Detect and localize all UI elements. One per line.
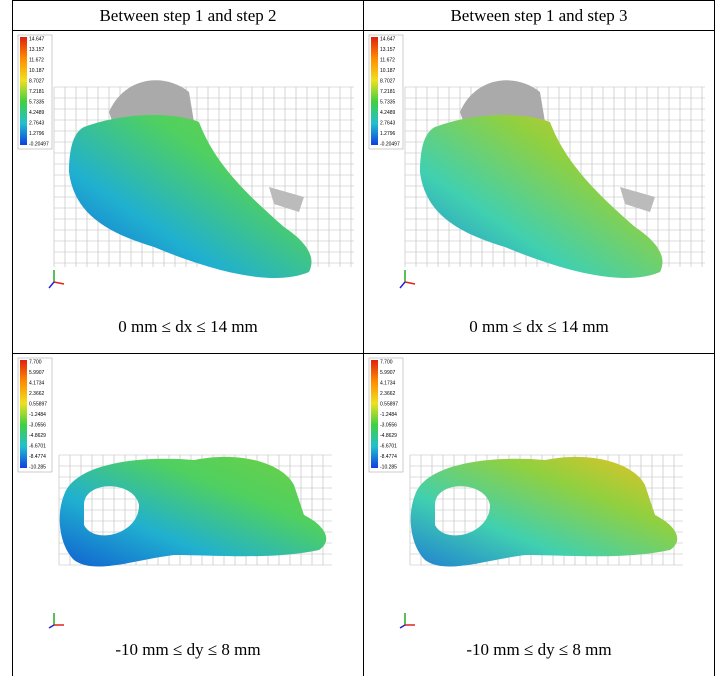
colorbar: [371, 37, 378, 145]
colorbar-label: 10.187: [380, 68, 396, 74]
colorbar-label: -10.285: [380, 464, 397, 470]
colorbar-label: 7.2181: [380, 89, 396, 95]
foot-surface: [69, 115, 312, 278]
colorbar-label: 11.672: [380, 57, 395, 63]
caption: 0 mm ≤ dx ≤ 14 mm: [118, 317, 258, 336]
column-header: Between step 1 and step 2: [12, 0, 364, 31]
colorbar-label: 5.7335: [380, 99, 396, 105]
colorbar-label: 5.7335: [29, 99, 45, 105]
figure-cell: 7.700 5.9907 4.1734 2.3662 0.55897 -1.2484 -3.…: [12, 353, 364, 676]
colorbar-label: 8.7027: [380, 78, 396, 84]
deformation-image: 7.700 5.9907 4.1734 2.3662 0.55897 -1.2484 -3.…: [17, 357, 332, 629]
deformation-image: 14.647 13.157 11.672 10.187 8.7027 7.2181 5.73…: [368, 34, 705, 289]
colorbar-label: -8.4774: [29, 454, 46, 460]
colorbar-label: 1.2796: [29, 131, 45, 137]
colorbar-label: -3.0556: [380, 422, 397, 428]
colorbar-label: 2.3662: [380, 391, 396, 397]
colorbar-label: 14.647: [380, 36, 396, 42]
colorbar-label: -1.2484: [380, 412, 397, 418]
ring-surface: [410, 456, 678, 567]
colorbar-label: 2.3662: [29, 391, 45, 397]
axis-icon: [399, 624, 406, 629]
colorbar-label: 7.700: [29, 359, 42, 365]
colorbar-label: 13.157: [29, 47, 45, 53]
deformation-image: 14.647 13.157 11.672 10.187 8.7027 7.2181 5.73…: [17, 34, 354, 289]
colorbar-label: -8.4774: [380, 454, 397, 460]
colorbar-label: 4.1734: [380, 380, 396, 386]
colorbar-label: 4.2489: [380, 110, 396, 116]
colorbar-label: 11.672: [29, 57, 44, 63]
colorbar-label: -1.2484: [29, 412, 46, 418]
colorbar-label: -4.8629: [29, 433, 46, 439]
colorbar-label: -6.6701: [29, 443, 46, 449]
colorbar-label: 13.157: [380, 47, 396, 53]
colorbar-label: 14.647: [29, 36, 45, 42]
colorbar-label: 5.9907: [380, 370, 396, 376]
ring-surface: [59, 456, 327, 567]
axis-icon: [399, 281, 406, 289]
colorbar: [20, 360, 27, 468]
colorbar-label: 1.2796: [380, 131, 396, 137]
colorbar-label: 2.7643: [29, 120, 45, 126]
colorbar-label: -0.20497: [380, 141, 400, 147]
gray-surface: [109, 80, 194, 127]
caption: -10 mm ≤ dy ≤ 8 mm: [466, 640, 612, 659]
colorbar-label: 5.9907: [29, 370, 45, 376]
colorbar-label: 0.55897: [29, 401, 47, 407]
column-header: Between step 1 and step 3: [363, 0, 715, 31]
deformation-image: 7.700 5.9907 4.1734 2.3662 0.55897 -1.2484 -3.…: [368, 357, 683, 629]
gray-surface: [460, 80, 545, 127]
foot-surface: [420, 115, 663, 278]
colorbar-label: 4.2489: [29, 110, 45, 116]
colorbar-label: 7.2181: [29, 89, 45, 95]
colorbar-label: -3.0556: [29, 422, 46, 428]
colorbar-label: 0.55897: [380, 401, 398, 407]
colorbar: [371, 360, 378, 468]
caption: -10 mm ≤ dy ≤ 8 mm: [115, 640, 261, 659]
colorbar-label: -10.285: [29, 464, 46, 470]
figure-cell: 14.647 13.157 11.672 10.187 8.7027 7.2181 5.73…: [363, 30, 715, 354]
colorbar-label: 2.7643: [380, 120, 396, 126]
colorbar-label: 7.700: [380, 359, 393, 365]
caption: 0 mm ≤ dx ≤ 14 mm: [469, 317, 609, 336]
colorbar: [20, 37, 27, 145]
axis-icon: [404, 281, 416, 285]
figure-cell: 7.700 5.9907 4.1734 2.3662 0.55897 -1.2484 -3.…: [363, 353, 715, 676]
colorbar-label: 8.7027: [29, 78, 45, 84]
gray-surface: [269, 187, 304, 212]
colorbar-label: -4.8629: [380, 433, 397, 439]
axis-icon: [48, 624, 55, 629]
gray-surface: [620, 187, 655, 212]
axis-icon: [48, 281, 55, 289]
colorbar-label: -0.20497: [29, 141, 49, 147]
colorbar-label: 4.1734: [29, 380, 45, 386]
colorbar-label: -6.6701: [380, 443, 397, 449]
colorbar-label: 10.187: [29, 68, 45, 74]
axis-icon: [53, 281, 65, 285]
figure-cell: 14.647 13.157 11.672 10.187 8.7027 7.2181 5.73…: [12, 30, 364, 354]
